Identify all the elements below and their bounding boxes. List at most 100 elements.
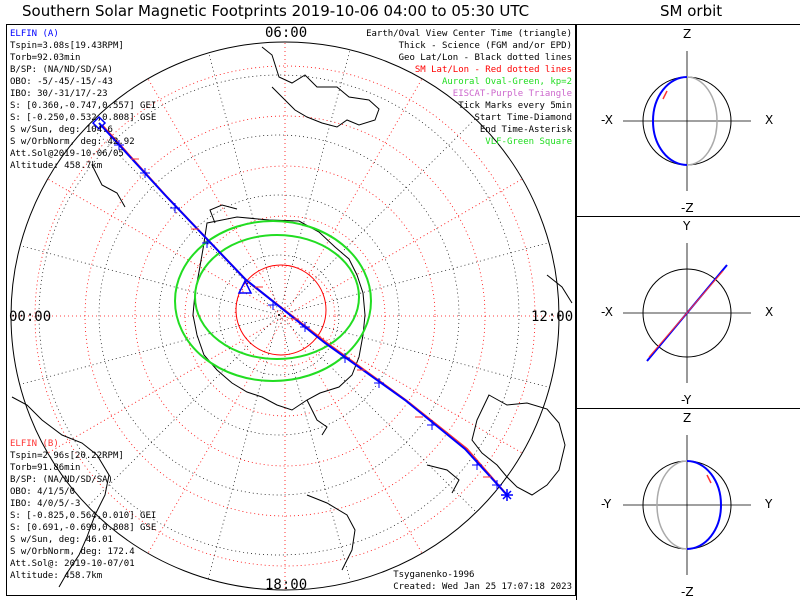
- auroral-oval-outer: [174, 220, 372, 382]
- elfin-a-tick: [300, 322, 310, 332]
- elfin-a-orbit: [686, 460, 722, 550]
- elfin-b-line: S w/Sun, deg: 46.01: [10, 535, 113, 545]
- elfin-b-line: S: [0.691,-0.690,0.808] GSE: [10, 523, 157, 533]
- elfin-a-track: [98, 122, 508, 496]
- page-title: Southern Solar Magnetic Footprints 2019-…: [22, 2, 530, 20]
- orbit-axis-label-right: X: [765, 305, 774, 319]
- elfin-a-tick: [202, 238, 212, 248]
- start-time-diamond: [91, 115, 107, 131]
- orbit-title: SM orbit: [660, 2, 723, 20]
- sm-latlon-grid: [11, 42, 559, 590]
- legend-item: Earth/Oval View Center Time (triangle): [366, 29, 572, 39]
- orbit-axis-label-top: Y: [683, 219, 691, 233]
- geo-lon-line: [201, 42, 280, 316]
- elfin-b-line: Tspin=2.96s[20.22RPM]: [10, 451, 124, 461]
- geo-lon-line: [201, 314, 280, 590]
- geo-lon-line: [278, 314, 492, 528]
- orbit-axis-label-left: -Y: [601, 497, 612, 511]
- orbit-axis-label-left: -X: [601, 113, 613, 127]
- elfin-a-info: ELFIN (A) Tspin=3.08s[19.43RPM] Torb=92.0…: [10, 28, 156, 172]
- elfin-a-line: S w/Sun, deg: 104.6: [10, 125, 113, 135]
- elfin-b-orbit: [648, 270, 724, 358]
- elfin-a-name: ELFIN (A): [10, 29, 59, 39]
- orbit-panel: Z -Z -X X: [576, 24, 800, 216]
- geo-lat-circle: [98, 134, 460, 496]
- elfin-b-orbit: [686, 76, 718, 166]
- sm-pole-circle: [235, 264, 327, 356]
- elfin-a-line: IBO: 30/-31/17/-23: [10, 89, 108, 99]
- geo-latlon-grid: [11, 42, 559, 590]
- orbit-axis-label-top: Z: [683, 411, 692, 425]
- elfin-b-arrow: [662, 90, 668, 100]
- end-time-asterisk: [501, 489, 513, 501]
- elfin-a-tick: [427, 420, 437, 430]
- elfin-a-line: S: [0.360,-0.747,0.557] GEI: [10, 101, 157, 111]
- sm-orbit-panels: Z -Z -X X Y -Y -X X Z -Z -Y Y: [576, 24, 800, 600]
- geo-lat-circle: [38, 74, 520, 556]
- elfin-a-tick: [472, 460, 482, 470]
- sm-lat-circle: [34, 65, 536, 567]
- hour-label-bottom: 18:00: [265, 577, 308, 593]
- map-outer-circle: [10, 41, 560, 591]
- credit-author: Tsyganenko-1996: [393, 570, 475, 580]
- elfin-a-tick: [492, 480, 502, 490]
- elfin-b-info: ELFIN (B) Tspin=2.96s[20.22RPM] Torb=91.8…: [10, 438, 156, 582]
- sm-lat-circle: [134, 165, 436, 467]
- elfin-a-line: OBO: -5/-45/-15/-43: [10, 77, 113, 87]
- elfin-a-tick: [374, 378, 384, 388]
- geo-lon-line: [278, 42, 357, 316]
- sm-lon-line: [284, 165, 546, 317]
- legend-item: EISCAT-Purple Triangle: [452, 89, 572, 99]
- orbit-panel: Z -Z -Y Y: [576, 408, 800, 600]
- orbit-axis-label-right: X: [765, 113, 774, 127]
- elfin-b-track: [101, 124, 508, 496]
- elfin-tracks: [91, 115, 513, 501]
- map-grid: [10, 41, 560, 591]
- elfin-a-tick: [268, 300, 278, 310]
- sm-lon-line: [134, 315, 286, 577]
- geo-lon-line: [11, 314, 280, 393]
- elfin-a-lines: Tspin=3.08s[19.43RPM] Torb=92.03min B/SP: …: [10, 40, 156, 172]
- elfin-b-line: OBO: 4/1/5/0: [10, 487, 76, 497]
- elfin-a-tick: [340, 353, 350, 363]
- legend-item: Start Time-Diamond: [474, 113, 572, 123]
- elfin-b-line: Att.Sol@: 2019-10-07/01: [10, 559, 135, 569]
- legend-item: SM Lat/Lon - Red dotted lines: [414, 65, 572, 75]
- elfin-a-line: Altitude: 458.7km: [10, 161, 103, 171]
- elfin-a-line: S: [-0.250,0.532,0.808] GSE: [10, 113, 157, 123]
- elfin-b-line: IBO: 4/0/5/-3: [10, 499, 81, 509]
- hour-label-right: 12:00: [531, 309, 574, 325]
- legend-item: Auroral Oval-Green, kp=2: [441, 77, 572, 87]
- orbit-axis-label-left: -X: [601, 305, 613, 319]
- elfin-b-arrow: [706, 474, 712, 484]
- elfin-b-line: Altitude: 458.7km: [10, 571, 103, 581]
- elfin-b-line: Torb=91.86min: [10, 463, 81, 473]
- elfin-a-tick: [140, 168, 150, 178]
- elfin-b-orbit: [656, 460, 688, 550]
- auroral-oval-inner: [194, 234, 360, 360]
- legend: Earth/Oval View Center Time (triangle) Th…: [366, 28, 572, 148]
- view-center-triangle: [237, 279, 253, 294]
- auroral-ovals: [174, 220, 372, 382]
- elfin-a-line: B/SP: (NA/ND/SD/SA): [10, 65, 113, 75]
- elfin-a-line: Tspin=3.08s[19.43RPM]: [10, 41, 124, 51]
- elfin-b-name: ELFIN (B): [10, 439, 59, 449]
- antarctica-outline: [192, 204, 366, 436]
- elfin-b-line: S w/OrbNorm, deg: 172.4: [10, 547, 135, 557]
- geo-lon-line: [11, 237, 280, 316]
- orbit-axis-label-top: Z: [683, 27, 692, 41]
- orbit-axis-label-bottom: -Y: [681, 393, 692, 407]
- geo-lon-line: [278, 237, 559, 316]
- geo-lat-circle: [218, 254, 340, 376]
- footprint-map: [10, 41, 573, 591]
- sm-lon-line: [284, 315, 546, 467]
- hour-label-left: 00:00: [9, 309, 52, 325]
- orbit-plot: [623, 435, 751, 575]
- credit-created: Created: Wed Jan 25 17:07:18 2023: [393, 582, 572, 592]
- orbit-axis-label-bottom: -Z: [681, 201, 694, 215]
- elfin-a-line: Torb=92.03min: [10, 53, 81, 63]
- elfin-a-line: S w/OrbNorm, deg: 42.92: [10, 137, 135, 147]
- hour-label-top: 06:00: [265, 25, 308, 41]
- elfin-a-orbit: [652, 76, 688, 166]
- orbit-plot: [623, 51, 751, 191]
